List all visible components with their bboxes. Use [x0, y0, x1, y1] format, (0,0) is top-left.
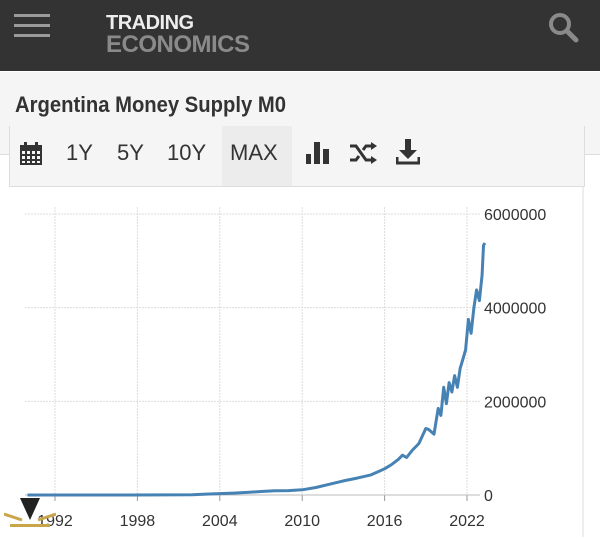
selected-range-highlight	[222, 126, 292, 186]
x-tick-label: 2016	[367, 513, 403, 530]
range-5y-button[interactable]: 5Y	[117, 140, 144, 165]
x-tick-label: 2010	[284, 513, 320, 530]
x-tick-label: 1998	[120, 513, 156, 530]
page-title: Argentina Money Supply M0	[15, 92, 287, 117]
bar-chart-icon[interactable]	[306, 142, 330, 164]
range-max-button[interactable]: MAX	[230, 140, 278, 165]
y-tick-label: 2000000	[484, 394, 546, 411]
y-tick-label: 6000000	[484, 207, 546, 224]
logo-trading[interactable]: TRADING	[106, 12, 194, 34]
chart-toolbar: 1Y 5Y 10Y MAX	[9, 126, 585, 187]
x-tick-label: 2004	[202, 513, 238, 530]
download-icon[interactable]	[396, 139, 420, 165]
top-bar: TRADING ECONOMICS	[0, 0, 600, 71]
hamburger-icon[interactable]	[14, 14, 50, 37]
range-1y-button[interactable]: 1Y	[66, 140, 93, 165]
logo-economics[interactable]: ECONOMICS	[106, 31, 250, 58]
search-icon[interactable]	[546, 10, 580, 44]
series-line	[27, 242, 487, 497]
shuffle-icon[interactable]	[350, 142, 378, 164]
y-tick-label: 0	[484, 488, 493, 505]
x-tick-label: 2022	[449, 513, 485, 530]
calendar-icon[interactable]	[20, 142, 42, 166]
watermark-logo	[3, 496, 57, 534]
y-tick-label: 4000000	[484, 301, 546, 318]
range-10y-button[interactable]: 10Y	[167, 140, 207, 165]
